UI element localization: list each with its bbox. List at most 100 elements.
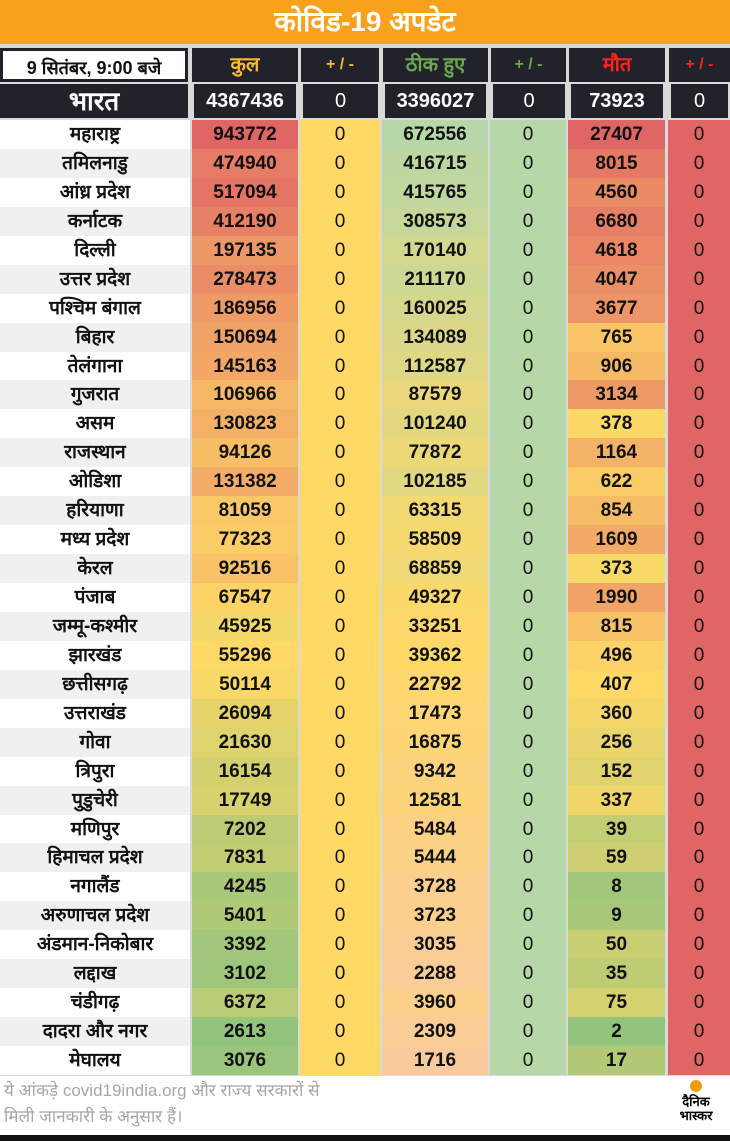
recovered-change: 0: [490, 988, 566, 1018]
deaths-count: 75: [568, 988, 665, 1018]
table-row: राजस्थान 94126 0 77872 0 1164 0: [0, 438, 730, 468]
recovered-change: 0: [490, 525, 566, 555]
state-name: असम: [0, 409, 190, 439]
deaths-count: 1990: [568, 583, 665, 612]
total-change: 0: [300, 785, 380, 815]
state-name: केरल: [0, 554, 190, 583]
deaths-count: 35: [568, 959, 665, 989]
total-change: 0: [300, 380, 380, 410]
recovered-change: 0: [490, 438, 566, 468]
deaths-change: 0: [668, 554, 730, 583]
table-row: अरुणाचल प्रदेश 5401 0 3723 0 9 0: [0, 901, 730, 931]
total-cases: 474940: [192, 148, 298, 178]
deaths-change: 0: [668, 611, 730, 641]
header-deaths: मौत: [569, 48, 665, 82]
total-cases: 2613: [192, 1017, 298, 1046]
deaths-change: 0: [668, 640, 730, 670]
total-change: 0: [300, 235, 380, 265]
table-row: हरियाणा 81059 0 63315 0 854 0: [0, 496, 730, 526]
deaths-count: 17: [568, 1046, 665, 1075]
deaths-change: 0: [668, 583, 730, 612]
header-total: कुल: [192, 48, 298, 82]
table-row: लद्दाख 3102 0 2288 0 35 0: [0, 959, 730, 989]
recovered-count: 3960: [382, 988, 488, 1018]
deaths-count: 378: [568, 409, 665, 439]
total-cases: 6372: [192, 988, 298, 1018]
state-name: दिल्ली: [0, 235, 190, 265]
total-cases: 16154: [192, 756, 298, 786]
page-title: कोविड-19 अपडेट: [0, 0, 730, 44]
recovered-count: 112587: [382, 351, 488, 381]
state-name: तेलंगाना: [0, 351, 190, 381]
india-deaths: 73923: [571, 84, 663, 118]
deaths-count: 4047: [568, 264, 665, 294]
footer: ये आंकड़े covid19india.org और राज्य सरका…: [0, 1076, 730, 1135]
total-change: 0: [300, 351, 380, 381]
deaths-count: 360: [568, 698, 665, 728]
total-cases: 67547: [192, 583, 298, 612]
table-row: मध्य प्रदेश 77323 0 58509 0 1609 0: [0, 525, 730, 555]
deaths-change: 0: [668, 438, 730, 468]
recovered-count: 308573: [382, 206, 488, 236]
state-name: तमिलनाडु: [0, 148, 190, 178]
deaths-count: 1164: [568, 438, 665, 468]
recovered-count: 2309: [382, 1017, 488, 1046]
recovered-count: 17473: [382, 698, 488, 728]
recovered-change: 0: [490, 727, 566, 757]
table-row: महाराष्ट्र 943772 0 672556 0 27407 0: [0, 120, 730, 149]
deaths-count: 8: [568, 872, 665, 902]
table-row: गुजरात 106966 0 87579 0 3134 0: [0, 380, 730, 410]
state-name: नगालैंड: [0, 872, 190, 902]
deaths-change: 0: [668, 785, 730, 815]
state-name: पंजाब: [0, 583, 190, 612]
deaths-change: 0: [668, 177, 730, 207]
recovered-change: 0: [490, 640, 566, 670]
state-name: राजस्थान: [0, 438, 190, 468]
recovered-change: 0: [490, 901, 566, 931]
header-deaths-change: + / -: [669, 48, 730, 82]
recovered-count: 58509: [382, 525, 488, 555]
recovered-count: 63315: [382, 496, 488, 526]
state-name: पश्चिम बंगाल: [0, 293, 190, 323]
state-name: हिमाचल प्रदेश: [0, 843, 190, 873]
source-note-line1: ये आंकड़े covid19india.org और राज्य सरका…: [4, 1081, 320, 1100]
table-row: हिमाचल प्रदेश 7831 0 5444 0 59 0: [0, 843, 730, 873]
deaths-count: 4618: [568, 235, 665, 265]
table-row: तेलंगाना 145163 0 112587 0 906 0: [0, 351, 730, 381]
total-change: 0: [300, 583, 380, 612]
recovered-count: 101240: [382, 409, 488, 439]
total-cases: 278473: [192, 264, 298, 294]
state-name: छत्तीसगढ़: [0, 669, 190, 699]
recovered-change: 0: [490, 756, 566, 786]
state-name: त्रिपुरा: [0, 756, 190, 786]
deaths-count: 765: [568, 322, 665, 352]
deaths-count: 59: [568, 843, 665, 873]
recovered-change: 0: [490, 583, 566, 612]
deaths-change: 0: [668, 756, 730, 786]
total-cases: 106966: [192, 380, 298, 410]
recovered-count: 5444: [382, 843, 488, 873]
deaths-change: 0: [668, 525, 730, 555]
recovered-change: 0: [490, 264, 566, 294]
deaths-change: 0: [668, 843, 730, 873]
deaths-count: 6680: [568, 206, 665, 236]
recovered-count: 415765: [382, 177, 488, 207]
state-name: दादरा और नगर: [0, 1017, 190, 1046]
table-row: चंडीगढ़ 6372 0 3960 0 75 0: [0, 988, 730, 1018]
table-row: ओडिशा 131382 0 102185 0 622 0: [0, 467, 730, 497]
state-name: झारखंड: [0, 640, 190, 670]
recovered-count: 211170: [382, 264, 488, 294]
recovered-change: 0: [490, 554, 566, 583]
recovered-change: 0: [490, 409, 566, 439]
table-row: उत्तर प्रदेश 278473 0 211170 0 4047 0: [0, 264, 730, 294]
total-change: 0: [300, 264, 380, 294]
deaths-count: 815: [568, 611, 665, 641]
total-cases: 21630: [192, 727, 298, 757]
deaths-change: 0: [668, 727, 730, 757]
deaths-count: 854: [568, 496, 665, 526]
deaths-count: 39: [568, 814, 665, 844]
table-row: दादरा और नगर 2613 0 2309 0 2 0: [0, 1017, 730, 1046]
table-row: आंध्र प्रदेश 517094 0 415765 0 4560 0: [0, 177, 730, 207]
state-name: मध्य प्रदेश: [0, 525, 190, 555]
sun-icon: [690, 1080, 702, 1092]
